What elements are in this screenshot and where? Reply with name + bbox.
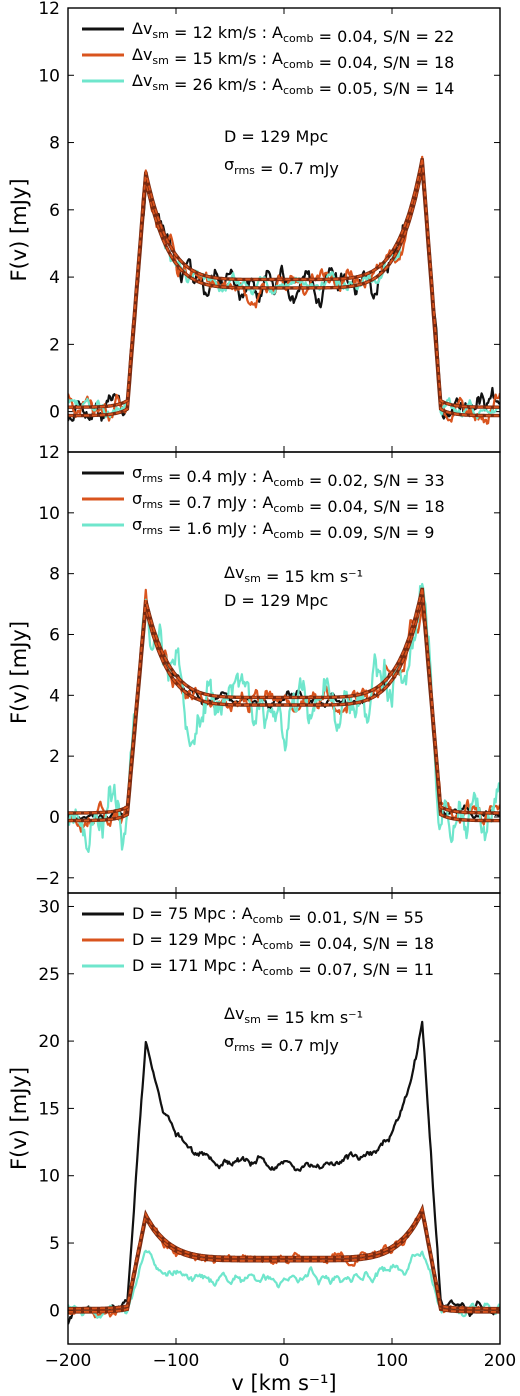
ytick-label: 8 xyxy=(49,134,60,154)
legend-entry: Δvsm = 15 km/s : Acomb = 0.04, S/N = 18 xyxy=(132,45,454,72)
ytick-label: 15 xyxy=(38,1099,60,1119)
xtick-label: 200 xyxy=(484,1351,516,1371)
ytick-label: 10 xyxy=(38,1167,60,1187)
xtick-label: −200 xyxy=(45,1351,92,1371)
series-line-3 xyxy=(68,582,500,853)
annotation-text: σrms = 0.7 mJy xyxy=(224,155,339,178)
model-fit-dashed xyxy=(68,587,500,814)
ytick-label: 10 xyxy=(38,504,60,524)
panel-top: 0 2 4 6 8 10 12 F(v) [mJy] Δvsm = 12 km/s : Acom… xyxy=(7,0,501,453)
ytick-label: 0 xyxy=(49,1301,60,1321)
panel-middle: −2 0 2 4 6 8 10 12 F(v) [mJy] σrms = 0.4 mJy : Ac… xyxy=(7,443,501,894)
legend-entry: D = 75 Mpc : Acomb = 0.01, S/N = 55 xyxy=(132,904,424,927)
ytick-label: 8 xyxy=(49,565,60,585)
legend-entry: D = 129 Mpc : Acomb = 0.04, S/N = 18 xyxy=(132,930,434,953)
ytick-label: 20 xyxy=(38,1032,60,1052)
ytick-label: 4 xyxy=(49,686,60,706)
series-line-3 xyxy=(68,1249,500,1319)
series-line-1 xyxy=(68,1020,500,1325)
ytick-label: 12 xyxy=(38,0,60,19)
ytick-label: 0 xyxy=(49,403,60,423)
panel-bottom: 0 5 10 15 20 25 30 −200 −100 0 100 200 F(v) [mJy] v [… xyxy=(7,892,516,1395)
ytick-label: 4 xyxy=(49,268,60,288)
axes-frame xyxy=(67,892,501,1345)
ytick-label: 6 xyxy=(49,625,60,645)
model-fit-dashed xyxy=(68,1206,500,1310)
annotation-text: D = 129 Mpc xyxy=(224,127,328,146)
xtick-label: −100 xyxy=(153,1351,200,1371)
ytick-label: 10 xyxy=(38,66,60,86)
plot-area xyxy=(68,155,500,425)
ytick-label: 6 xyxy=(49,201,60,221)
annotation-text: σrms = 0.7 mJy xyxy=(224,1032,339,1055)
legend-entry: σrms = 1.6 mJy : Acomb = 0.09, S/N = 9 xyxy=(132,515,434,542)
plot-area xyxy=(68,1020,500,1325)
xtick-label: 100 xyxy=(376,1351,408,1371)
series-line-2 xyxy=(68,155,500,425)
legend-entry: σrms = 0.7 mJy : Acomb = 0.04, S/N = 18 xyxy=(132,489,445,516)
y-axis-label: F(v) [mJy] xyxy=(7,621,31,724)
y-axis-label: F(v) [mJy] xyxy=(7,178,31,281)
xtick-label: 0 xyxy=(279,1351,290,1371)
model-fit-dashed xyxy=(68,166,500,417)
ytick-label: 5 xyxy=(49,1234,60,1254)
ytick-label: 12 xyxy=(38,443,60,463)
legend-entry: Δvsm = 26 km/s : Acomb = 0.05, S/N = 14 xyxy=(132,71,454,98)
model-fit-outline xyxy=(68,166,500,418)
ytick-label: 0 xyxy=(49,808,60,828)
y-axis-label: F(v) [mJy] xyxy=(7,1067,31,1170)
ytick-label: 25 xyxy=(38,965,60,985)
legend-entry: σrms = 0.4 mJy : Acomb = 0.02, S/N = 33 xyxy=(132,463,445,490)
model-fit-dashed xyxy=(68,158,500,409)
ytick-label: −2 xyxy=(35,869,60,889)
series-line-1 xyxy=(68,172,500,422)
ytick-label: 2 xyxy=(49,747,60,767)
x-axis-label: v [km s⁻¹] xyxy=(231,1371,336,1395)
annotation-text: Δvsm = 15 km s⁻¹ xyxy=(224,1004,363,1027)
annotation-text: Δvsm = 15 km s⁻¹ xyxy=(224,563,363,586)
annotation-text: D = 129 Mpc xyxy=(224,591,328,610)
legend-entry: D = 171 Mpc : Acomb = 0.07, S/N = 11 xyxy=(132,956,434,979)
ytick-label: 2 xyxy=(49,335,60,355)
series-line-2 xyxy=(68,588,500,833)
legend-entry: Δvsm = 12 km/s : Acomb = 0.04, S/N = 22 xyxy=(132,19,454,46)
plot-area xyxy=(68,582,500,853)
ytick-label: 30 xyxy=(38,897,60,917)
